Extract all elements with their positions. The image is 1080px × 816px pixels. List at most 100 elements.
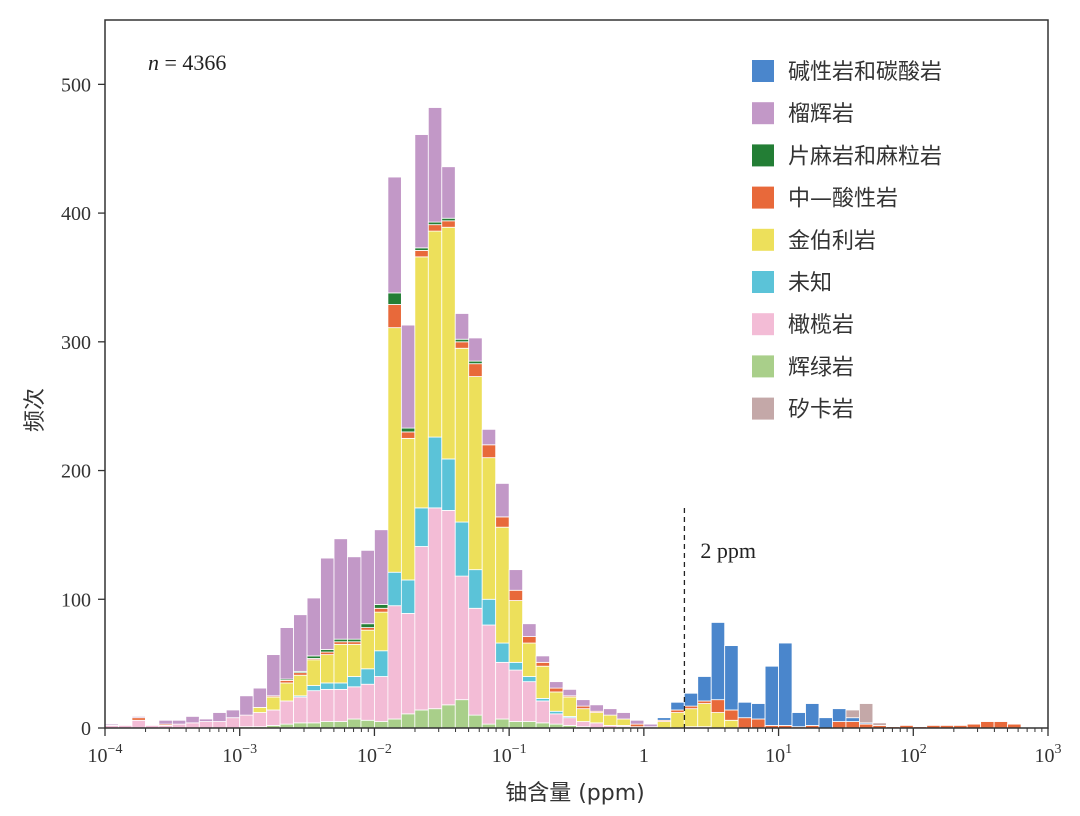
legend-swatch: [752, 186, 774, 209]
legend-label: 碱性岩和碳酸岩: [788, 60, 942, 85]
bar-segment: [441, 166, 456, 219]
legend-swatch: [752, 228, 774, 251]
bar-segment: [279, 682, 294, 702]
bar-segment: [360, 683, 375, 721]
bar-segment: [468, 376, 483, 571]
bar-segment: [347, 556, 362, 640]
bar-segment: [603, 714, 618, 726]
histogram-bars: [104, 107, 1022, 729]
bar-segment: [454, 341, 470, 349]
bar-segment: [400, 324, 416, 429]
bar-segment: [400, 427, 416, 433]
x-tick-label: 103: [1035, 742, 1062, 767]
y-tick-label: 200: [61, 461, 91, 483]
bar-segment: [522, 681, 537, 722]
bar-segment: [414, 250, 429, 258]
legend-swatch: [752, 271, 774, 293]
x-tick-label: 1: [639, 745, 649, 767]
bar-segment: [576, 721, 591, 728]
bar-segment: [387, 718, 402, 729]
bar-segment: [306, 685, 321, 692]
bar-segment: [535, 661, 550, 667]
bar-segment: [468, 337, 483, 362]
bar-segment: [495, 516, 510, 528]
bar-segment: [185, 716, 200, 724]
y-tick-label: 100: [61, 589, 91, 611]
bar-segment: [697, 676, 712, 702]
bar-segment: [454, 699, 470, 729]
y-tick-label: 0: [81, 718, 91, 740]
bar-segment: [468, 714, 483, 729]
bar-segment: [616, 718, 631, 726]
bar-segment: [724, 719, 739, 729]
bar-segment: [347, 718, 362, 729]
bar-segment: [400, 613, 416, 715]
bar-segment: [306, 659, 321, 686]
bar-segment: [360, 668, 375, 685]
bar-segment: [522, 676, 537, 683]
bar-segment: [562, 696, 577, 717]
threshold-label: 2 ppm: [700, 538, 756, 563]
bar-segment: [212, 712, 227, 722]
bar-segment: [266, 654, 281, 697]
bar-segment: [549, 691, 564, 712]
bar-segment: [508, 669, 524, 722]
bar-segment: [266, 696, 281, 711]
bar-segment: [414, 256, 429, 509]
bar-segment: [683, 708, 699, 728]
sample-count-label: n = 4366: [148, 50, 226, 75]
legend-swatch: [752, 102, 774, 125]
bar-segment: [872, 722, 887, 726]
bar-segment: [549, 713, 564, 725]
bar-segment: [495, 526, 510, 644]
bar-segment: [535, 655, 550, 663]
bar-segment: [535, 665, 550, 699]
plot-background: [105, 20, 1048, 728]
bar-segment: [374, 650, 389, 677]
bar-segment: [495, 661, 510, 720]
legend-label: 片麻岩和麻粒岩: [788, 144, 942, 169]
bar-segment: [131, 716, 146, 719]
bar-segment: [400, 431, 416, 439]
bar-segment: [508, 600, 524, 663]
bar-segment: [576, 708, 591, 722]
bar-segment: [549, 681, 564, 689]
bar-segment: [670, 701, 685, 711]
bar-segment: [320, 557, 335, 650]
bar-segment: [697, 703, 712, 728]
bar-segment: [427, 224, 443, 232]
bar-segment: [374, 721, 389, 729]
bar-segment: [603, 708, 618, 716]
bar-segment: [387, 292, 402, 305]
bar-segment: [441, 226, 456, 460]
bar-segment: [859, 703, 874, 724]
bar-segment: [643, 723, 658, 728]
bar-segment: [576, 699, 591, 707]
bar-segment: [535, 700, 550, 724]
y-axis-title: 频次: [23, 388, 48, 432]
bar-segment: [454, 575, 470, 701]
bar-segment: [508, 721, 524, 729]
legend-label: 未知: [788, 271, 832, 296]
bar-segment: [832, 721, 847, 729]
bar-segment: [400, 437, 416, 581]
bar-segment: [400, 713, 416, 729]
bar-segment: [293, 696, 308, 724]
bar-segment: [198, 718, 214, 722]
bar-segment: [320, 721, 335, 729]
x-tick-label: 10−1: [492, 742, 527, 767]
bar-segment: [252, 707, 268, 713]
bar-segment: [441, 458, 456, 511]
bar-segment: [441, 220, 456, 228]
bar-segment: [387, 176, 402, 294]
bar-segment: [724, 709, 739, 721]
bar-segment: [347, 676, 362, 688]
bar-segment: [468, 363, 483, 377]
bar-segment: [414, 134, 429, 249]
bar-segment: [454, 313, 470, 340]
bar-segment: [239, 714, 254, 728]
bar-segment: [508, 569, 524, 591]
bar-segment: [333, 688, 348, 722]
legend-swatch: [752, 60, 774, 82]
